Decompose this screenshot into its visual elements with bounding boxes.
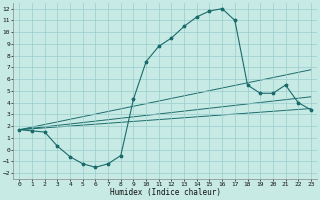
- X-axis label: Humidex (Indice chaleur): Humidex (Indice chaleur): [110, 188, 220, 197]
